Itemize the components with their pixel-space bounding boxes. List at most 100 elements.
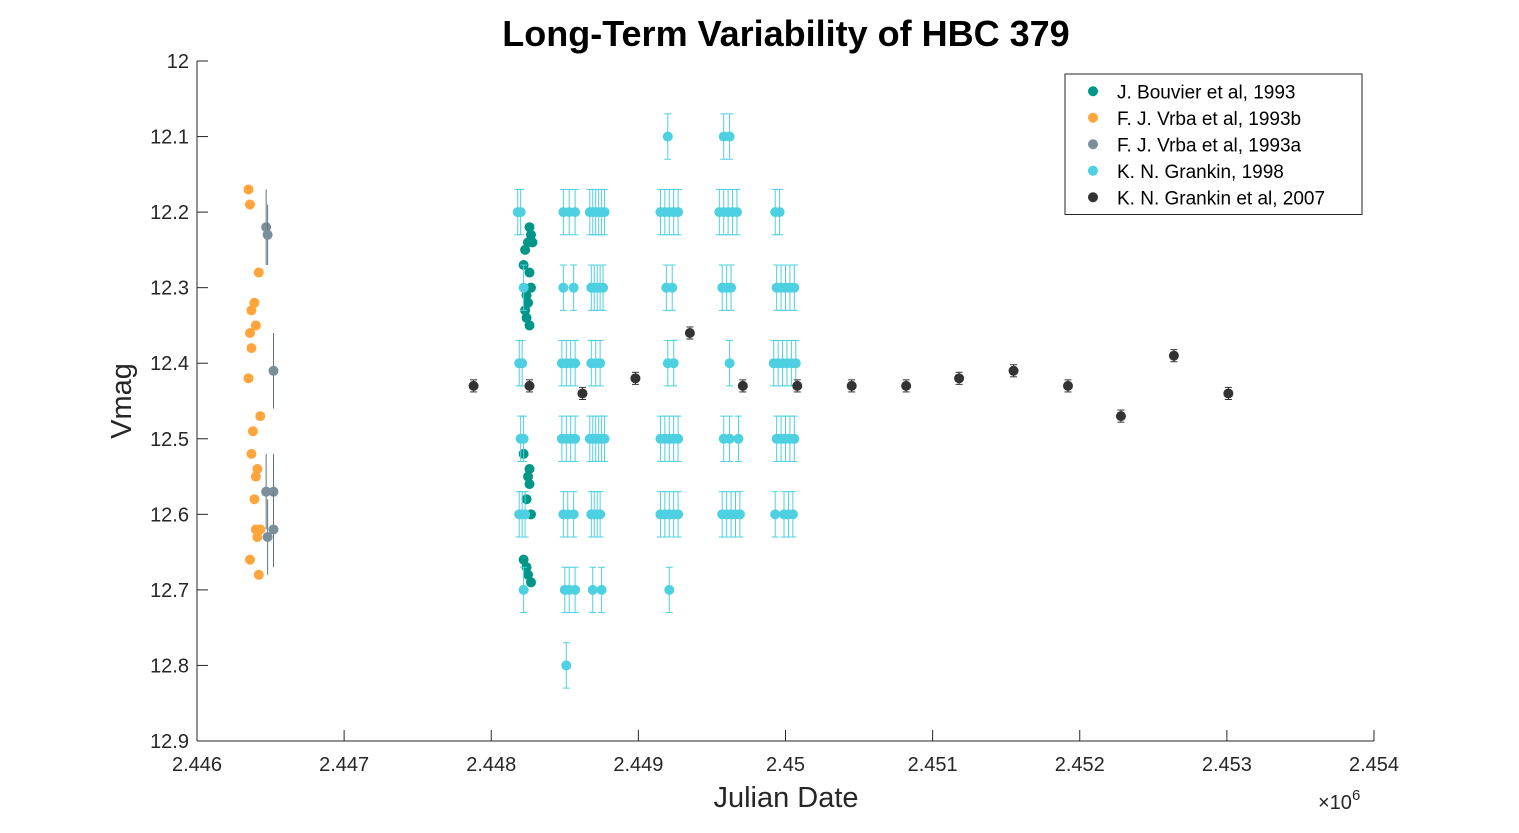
x-exponent-power: 6 (1352, 787, 1360, 804)
series-2 (261, 189, 279, 575)
data-point (268, 524, 279, 535)
data-point (255, 411, 266, 422)
data-point (262, 532, 273, 542)
data-point (1223, 388, 1234, 399)
x-tick-label: 2.447 (319, 754, 369, 776)
data-point (247, 426, 258, 437)
data-point (268, 365, 279, 376)
y-tick-label: 12.2 (150, 202, 189, 224)
data-point (255, 524, 266, 535)
data-point (954, 373, 965, 384)
chart-title: Long-Term Variability of HBC 379 (502, 13, 1069, 54)
data-point (524, 479, 535, 490)
data-point (521, 312, 532, 323)
data-point (244, 199, 255, 210)
data-point (770, 509, 781, 520)
data-point (630, 373, 641, 384)
data-point (561, 660, 572, 671)
x-tick-label: 2.446 (172, 754, 222, 776)
data-point (792, 380, 803, 391)
data-point (568, 509, 579, 520)
data-point (523, 569, 534, 580)
data-point (667, 282, 678, 293)
data-point (673, 433, 684, 444)
y-tick-label: 12.7 (150, 580, 189, 602)
data-point (253, 569, 264, 580)
data-point (1115, 411, 1126, 422)
data-point (524, 464, 535, 474)
series-3 (512, 113, 801, 689)
data-point (733, 433, 744, 444)
legend: J. Bouvier et al, 1993 F. J. Vrba et al, … (1064, 73, 1363, 215)
y-tick-label: 12.8 (150, 655, 189, 677)
y-tick-label: 12.3 (150, 278, 189, 300)
series-1 (243, 184, 266, 580)
data-point (901, 380, 912, 391)
data-point (249, 494, 260, 505)
data-point (668, 358, 679, 369)
data-point (250, 320, 261, 331)
data-point (789, 282, 800, 293)
x-tick-label: 2.451 (908, 754, 958, 776)
legend-marker (1088, 192, 1098, 203)
data-point (524, 380, 535, 391)
x-tick-label: 2.448 (466, 754, 516, 776)
y-tick-label: 12.9 (150, 731, 189, 753)
series-4 (468, 326, 1234, 423)
legend-entry: K. N. Grankin, 1998 (1117, 162, 1284, 183)
x-tick-label: 2.45 (766, 754, 805, 776)
x-tick-label: 2.454 (1349, 754, 1399, 776)
plot-marks (243, 113, 1234, 689)
y-tick-label: 12 (167, 51, 189, 73)
data-point (243, 373, 254, 384)
data-point (595, 509, 606, 520)
data-point (253, 267, 264, 278)
x-exponent-base: ×10 (1318, 792, 1352, 814)
data-point (515, 207, 526, 218)
data-point (599, 207, 610, 218)
legend-entry: F. J. Vrba et al, 1993b (1117, 109, 1301, 130)
data-point (570, 207, 581, 218)
legend-entry: J. Bouvier et al, 1993 (1117, 82, 1296, 103)
data-point (596, 584, 607, 595)
data-point (525, 229, 536, 240)
data-point (244, 328, 255, 338)
axes: 1212.112.212.312.412.512.612.712.812.92.… (150, 51, 1399, 776)
data-point (261, 486, 272, 497)
data-point (731, 207, 742, 218)
data-point (577, 388, 588, 399)
series-0 (518, 222, 538, 588)
data-point (734, 509, 745, 520)
y-tick-label: 12.5 (150, 429, 189, 451)
data-point (525, 577, 536, 588)
data-point (517, 358, 528, 369)
data-point (673, 207, 684, 218)
legend-marker (1088, 86, 1098, 97)
data-point (664, 584, 675, 595)
data-point (523, 297, 534, 308)
data-point (1062, 380, 1073, 391)
data-point (662, 131, 673, 142)
data-point (774, 207, 785, 218)
data-point (599, 433, 610, 444)
data-point (262, 229, 273, 240)
data-point (1168, 350, 1179, 361)
legend-box (1064, 73, 1363, 215)
legend-marker (1088, 165, 1098, 176)
data-point (518, 282, 529, 293)
data-point (790, 358, 801, 369)
data-point (789, 433, 800, 444)
data-point (521, 494, 532, 505)
x-exponent-label: ×106 (1318, 787, 1360, 814)
data-point (250, 471, 261, 482)
data-point (244, 554, 255, 565)
data-point (525, 282, 536, 293)
data-point (246, 448, 257, 459)
data-point (518, 554, 529, 565)
data-point (527, 237, 538, 248)
legend-entry: F. J. Vrba et al, 1993a (1117, 135, 1302, 156)
data-point (558, 282, 569, 293)
legend-entry: K. N. Grankin et al, 2007 (1117, 188, 1325, 209)
y-axis-label: Vmag (106, 363, 138, 439)
